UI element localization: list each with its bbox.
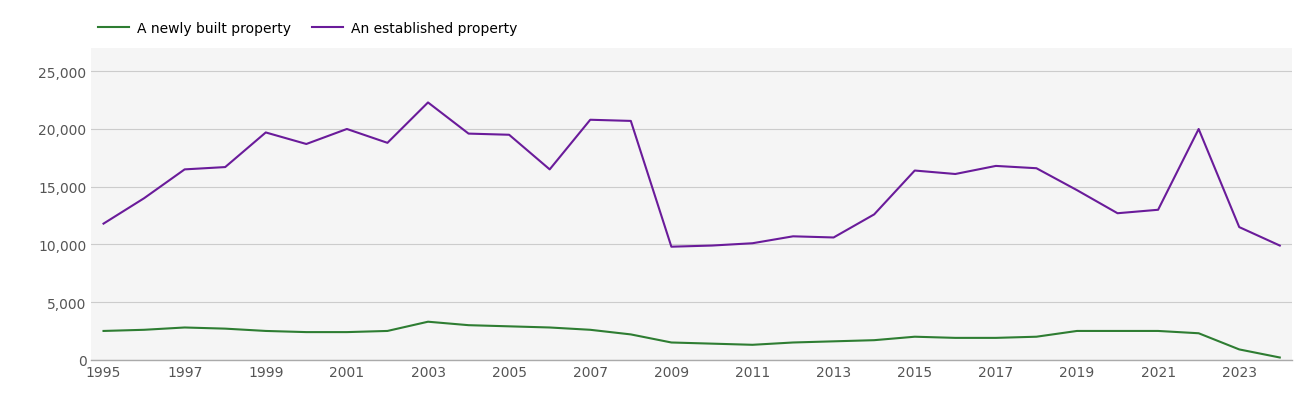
An established property [501,133,517,138]
Line: An established property: An established property [103,103,1280,247]
An established property [1272,243,1288,248]
A newly built property [988,336,1004,341]
A newly built property [705,342,720,346]
An established property [786,234,801,239]
An established property [582,118,598,123]
An established property [867,212,882,217]
A newly built property [663,340,679,345]
A newly built property [218,326,234,331]
A newly built property [786,340,801,345]
An established property [745,241,761,246]
An established property [947,172,963,177]
A newly built property [1028,335,1044,339]
An established property [705,243,720,248]
An established property [1232,225,1248,230]
A newly built property [176,325,192,330]
An established property [218,165,234,170]
A newly built property [1150,329,1165,334]
An established property [1109,211,1125,216]
An established property [461,132,476,137]
A newly built property [582,328,598,333]
An established property [988,164,1004,169]
A newly built property [258,329,274,334]
A newly built property [501,324,517,329]
An established property [299,142,315,147]
A newly built property [1191,331,1207,336]
A newly built property [339,330,355,335]
A newly built property [826,339,842,344]
An established property [907,169,923,173]
A newly built property [461,323,476,328]
An established property [622,119,638,124]
An established property [380,141,395,146]
A newly built property [1232,347,1248,352]
An established property [1069,188,1084,193]
An established property [136,196,151,201]
A newly built property [420,319,436,324]
A newly built property [95,329,111,334]
A newly built property [136,328,151,333]
An established property [826,236,842,240]
An established property [258,130,274,135]
A newly built property [299,330,315,335]
Legend: A newly built property, An established property: A newly built property, An established p… [98,22,517,36]
A newly built property [1109,329,1125,334]
An established property [542,168,557,173]
An established property [420,101,436,106]
Line: A newly built property: A newly built property [103,322,1280,357]
A newly built property [907,335,923,339]
A newly built property [947,336,963,341]
An established property [95,222,111,227]
An established property [1191,127,1207,132]
An established property [1150,208,1165,213]
A newly built property [542,325,557,330]
A newly built property [1272,355,1288,360]
An established property [1028,166,1044,171]
A newly built property [380,329,395,334]
A newly built property [1069,329,1084,334]
An established property [663,245,679,249]
A newly built property [867,338,882,343]
A newly built property [745,342,761,347]
An established property [176,168,192,173]
A newly built property [622,332,638,337]
An established property [339,127,355,132]
